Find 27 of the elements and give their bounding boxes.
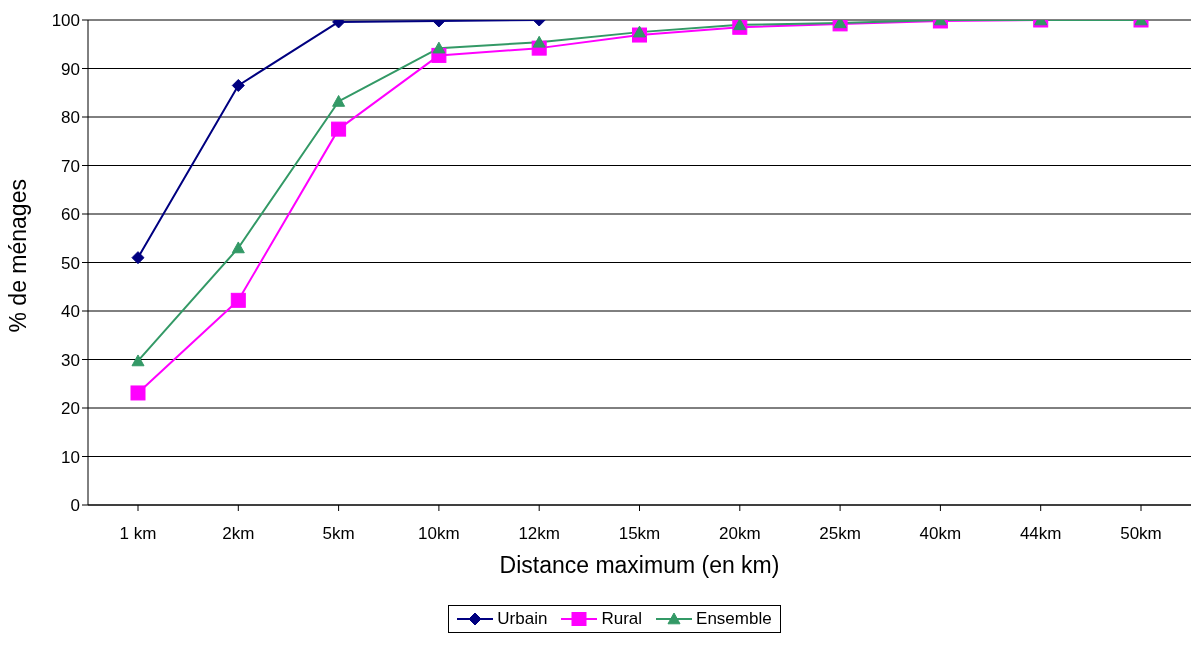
x-tick-label: 10km [418, 524, 460, 544]
x-tick-label: 15km [618, 524, 661, 544]
y-tick-label: 10 [61, 447, 80, 467]
y-tick-label: 100 [51, 11, 80, 31]
x-tick-label: 25km [819, 524, 861, 544]
legend-label: Rural [600, 609, 643, 629]
x-tick-label: 5km [322, 524, 355, 544]
y-tick-label: 80 [61, 108, 80, 128]
y-tick-label: 90 [61, 59, 80, 79]
x-tick-label: 20km [719, 524, 761, 544]
x-axis-title: Distance maximum (en km) [499, 552, 780, 579]
y-tick-label: 40 [61, 302, 80, 322]
y-tick-label: 50 [61, 253, 80, 273]
x-tick-label: 50km [1120, 524, 1162, 544]
y-axis-title: % de ménages [5, 179, 32, 333]
legend-label: Urbain [496, 609, 548, 629]
y-tick-label: 60 [61, 205, 80, 225]
x-tick-label: 44km [1019, 524, 1062, 544]
x-tick-label: 1 km [119, 524, 157, 544]
x-tick-label: 40km [919, 524, 962, 544]
legend-label: Ensemble [695, 609, 772, 629]
y-tick-label: 30 [61, 350, 80, 370]
y-tick-label: 70 [61, 156, 80, 176]
x-tick-label: 2km [222, 524, 255, 544]
y-tick-label: 20 [61, 399, 80, 419]
y-tick-label: 0 [70, 496, 80, 516]
x-tick-label: 12km [518, 524, 560, 544]
